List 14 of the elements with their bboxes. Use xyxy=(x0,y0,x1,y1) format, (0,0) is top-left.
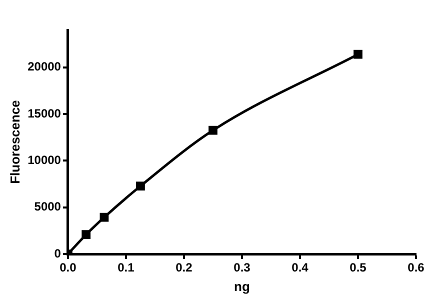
y-tick-label: 5000 xyxy=(34,200,62,214)
x-tick-label: 0.4 xyxy=(292,260,309,275)
y-axis-title: Fluorescence xyxy=(7,100,22,184)
x-tick-label: 0.0 xyxy=(60,260,77,275)
y-tick-label: 15000 xyxy=(28,106,62,120)
x-tick-label: 0.1 xyxy=(118,260,135,275)
x-tick-label: 0.2 xyxy=(176,260,193,275)
y-tick-label: 10000 xyxy=(28,152,62,167)
x-tick-label: 0.6 xyxy=(408,260,425,275)
x-axis-title: ng xyxy=(234,278,250,294)
x-tick-label: 0.3 xyxy=(234,260,251,275)
x-tick-label: 0.5 xyxy=(350,260,367,275)
y-tick-label: 0 xyxy=(54,246,62,260)
y-tick-label: 20000 xyxy=(28,60,62,74)
